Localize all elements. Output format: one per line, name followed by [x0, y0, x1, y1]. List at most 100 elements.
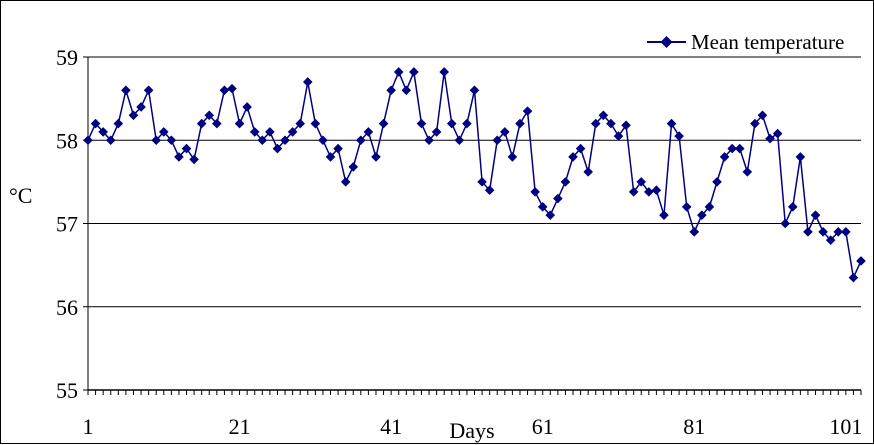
- data-point: [598, 110, 609, 121]
- data-point: [787, 202, 798, 212]
- data-point: [742, 167, 753, 177]
- data-point: [348, 162, 359, 172]
- data-point: [113, 118, 124, 129]
- data-point: [568, 152, 578, 162]
- data-point: [158, 127, 169, 137]
- data-point: [204, 110, 215, 121]
- data-point: [128, 110, 139, 121]
- x-tick-label: 41: [380, 414, 402, 439]
- data-point: [810, 210, 821, 220]
- data-point: [712, 177, 722, 187]
- data-point: [719, 152, 730, 162]
- data-point: [83, 135, 93, 146]
- data-point: [704, 202, 715, 212]
- data-point: [234, 118, 245, 129]
- data-point: [583, 167, 593, 177]
- data-point: [143, 85, 154, 96]
- gridlines: [88, 56, 861, 308]
- data-point: [378, 118, 389, 129]
- data-point: [674, 131, 684, 141]
- series-mean-temperature: [87, 69, 862, 281]
- y-tick-label: 55: [56, 378, 78, 403]
- data-point: [848, 272, 859, 283]
- data-point: [636, 177, 647, 187]
- data-point: [310, 118, 321, 129]
- data-point: [265, 127, 275, 137]
- data-point: [333, 143, 343, 154]
- data-point: [734, 143, 745, 154]
- data-point: [689, 227, 700, 237]
- data-point: [780, 218, 791, 229]
- data-point: [621, 120, 631, 131]
- data-point: [98, 127, 108, 137]
- data-point: [613, 131, 624, 141]
- x-tick-label: 61: [532, 414, 554, 439]
- data-point: [401, 85, 412, 96]
- data-point: [484, 185, 495, 195]
- data-point: [227, 83, 237, 94]
- legend-marker: [660, 36, 673, 48]
- data-point: [530, 187, 540, 197]
- x-tick-label: 101: [829, 414, 862, 439]
- data-point: [424, 135, 434, 146]
- y-tick-label: 56: [56, 295, 78, 320]
- data-point: [651, 185, 662, 195]
- data-point: [136, 102, 146, 112]
- legend: Mean temperature: [647, 30, 844, 54]
- data-point: [659, 210, 669, 220]
- data-point: [90, 118, 101, 129]
- data-point: [644, 187, 654, 197]
- data-point: [439, 67, 449, 77]
- series-line: [87, 69, 862, 281]
- data-point: [697, 210, 707, 220]
- data-point: [590, 118, 601, 129]
- x-axis-title: Days: [449, 418, 494, 443]
- x-tick-label: 21: [229, 414, 251, 439]
- data-point: [856, 256, 866, 266]
- data-point: [757, 110, 768, 121]
- data-point: [151, 135, 162, 146]
- data-point: [560, 177, 571, 187]
- data-point: [841, 227, 851, 237]
- data-point: [833, 227, 844, 237]
- data-point: [772, 128, 783, 139]
- data-point: [825, 235, 836, 245]
- data-point: [462, 118, 472, 129]
- data-point: [477, 177, 487, 187]
- data-point: [469, 85, 480, 96]
- data-point: [219, 85, 230, 96]
- data-point: [196, 118, 207, 129]
- data-point: [681, 202, 692, 212]
- data-point: [272, 143, 283, 154]
- data-point: [393, 67, 404, 77]
- tick-labels: 55 56 57 58 59 1 21 41 61 81 101: [56, 45, 862, 439]
- data-point: [507, 152, 518, 162]
- legend-label: Mean temperature: [691, 30, 844, 54]
- data-point: [416, 118, 427, 129]
- data-point: [454, 135, 465, 146]
- data-point: [765, 133, 775, 144]
- data-point: [606, 118, 616, 129]
- x-tick-label: 1: [83, 414, 94, 439]
- data-point: [257, 135, 268, 146]
- data-point: [515, 118, 525, 129]
- y-axis-title: °C: [9, 183, 32, 208]
- data-point: [363, 127, 374, 137]
- data-point: [166, 135, 177, 146]
- data-point: [522, 106, 533, 116]
- data-markers: [83, 67, 866, 283]
- x-tick-label: 81: [683, 414, 705, 439]
- data-point: [340, 177, 351, 187]
- data-point: [212, 118, 222, 129]
- data-point: [628, 187, 639, 197]
- data-point: [727, 143, 737, 154]
- data-point: [318, 135, 328, 146]
- data-point: [325, 152, 336, 162]
- data-point: [666, 118, 677, 129]
- data-point: [575, 143, 586, 154]
- data-point: [795, 152, 806, 162]
- data-point: [189, 154, 199, 165]
- data-point: [446, 118, 457, 129]
